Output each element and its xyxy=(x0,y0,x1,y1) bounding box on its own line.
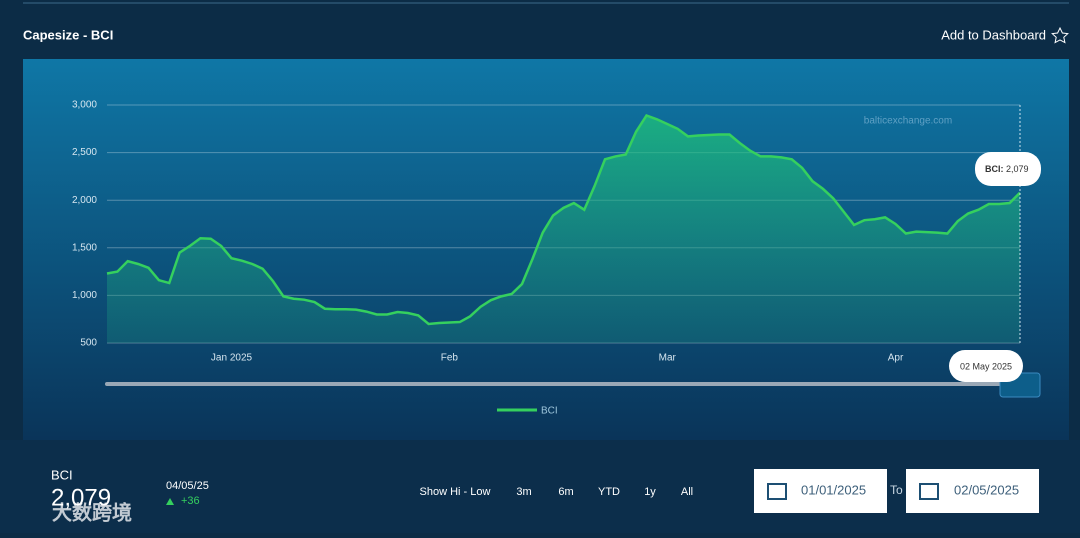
x-tick-label: Apr xyxy=(888,353,904,364)
footer-change: +36 xyxy=(181,495,200,507)
calendar-icon xyxy=(767,483,787,500)
from-input[interactable] xyxy=(754,469,887,513)
range-button[interactable]: All xyxy=(681,486,693,498)
credit: balticexchange.com xyxy=(864,116,952,127)
to-input[interactable] xyxy=(906,469,1039,513)
y-tick-label: 2,500 xyxy=(72,147,97,158)
footer-panel xyxy=(0,440,1080,533)
x-tick-label: Feb xyxy=(441,353,459,364)
page-title: Capesize - BCI xyxy=(23,27,113,42)
range-button[interactable]: Show Hi - Low xyxy=(420,486,491,498)
range-button[interactable]: YTD xyxy=(598,486,620,498)
add-dashboard[interactable]: Add to Dashboard xyxy=(941,27,1046,42)
tooltip-text: BCI: 2,079 xyxy=(985,164,1029,174)
to-date[interactable]: 02/05/2025 xyxy=(954,482,1019,497)
line xyxy=(106,113,1021,326)
date-tooltip xyxy=(949,350,1023,382)
calendar-icon xyxy=(919,483,939,500)
y-tick-label: 1,500 xyxy=(72,242,97,253)
legend-label: BCI xyxy=(541,406,558,417)
tooltip-series: BCI: xyxy=(985,164,1004,174)
x-tick-label: Mar xyxy=(659,353,677,364)
watermark: 大数跨境 xyxy=(52,500,132,524)
x-tick-label: Jan 2025 xyxy=(211,353,253,364)
footer-date: 04/05/25 xyxy=(166,480,209,492)
date-tooltip-text: 02 May 2025 xyxy=(960,361,1012,371)
y-tick-label: 3,000 xyxy=(72,100,97,111)
y-tick-label: 1,000 xyxy=(72,290,97,301)
footer-value: 2,079 xyxy=(51,484,111,511)
area xyxy=(107,115,1020,343)
to-label: To xyxy=(890,483,903,497)
tooltip-value: 2,079 xyxy=(1006,164,1029,174)
tooltip xyxy=(975,152,1041,186)
up-arrow xyxy=(166,498,174,505)
from-date[interactable]: 01/01/2025 xyxy=(801,482,866,497)
star-icon[interactable] xyxy=(1051,26,1069,44)
range-button[interactable]: 3m xyxy=(516,486,531,498)
y-tick-label: 500 xyxy=(80,338,97,349)
footer-name: BCI xyxy=(51,467,73,482)
range-button[interactable]: 6m xyxy=(558,486,573,498)
range-button[interactable]: 1y xyxy=(644,486,656,498)
y-tick-label: 2,000 xyxy=(72,195,97,206)
